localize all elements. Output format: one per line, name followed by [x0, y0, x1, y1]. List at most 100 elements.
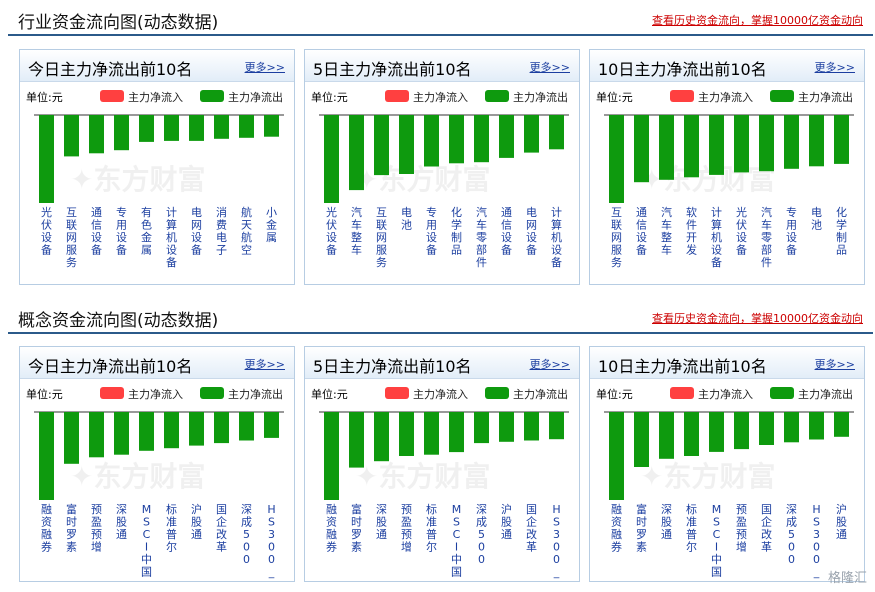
bar[interactable] — [189, 115, 204, 141]
outflow-swatch — [485, 387, 509, 399]
bar[interactable] — [399, 412, 414, 456]
bar[interactable] — [524, 412, 539, 441]
category-label: 互联网服务 — [376, 206, 387, 269]
panel-header: 今日主力净流出前10名 更多>> — [20, 347, 294, 379]
chart-panel: 5日主力净流出前10名 更多>> 单位:元 主力净流入 主力净流出 ✦东方财富 … — [304, 346, 580, 582]
bar[interactable] — [264, 412, 279, 438]
category-label: 融资融券 — [611, 503, 622, 554]
concept-history-link[interactable]: 查看历史资金流向，掌握10000亿资金动向 — [652, 312, 863, 325]
bar[interactable] — [239, 115, 254, 138]
category-label: 互联网服务 — [66, 206, 77, 269]
more-link[interactable]: 更多>> — [814, 61, 855, 74]
bar[interactable] — [634, 412, 649, 467]
bar[interactable] — [659, 115, 674, 180]
bar[interactable] — [139, 115, 154, 142]
bar[interactable] — [449, 412, 464, 453]
bar[interactable] — [759, 115, 774, 172]
bar[interactable] — [264, 115, 279, 137]
outflow-legend-label: 主力净流出 — [228, 91, 283, 104]
bar[interactable] — [524, 115, 539, 153]
bar[interactable] — [114, 412, 129, 455]
bar[interactable] — [449, 115, 464, 164]
more-link[interactable]: 更多>> — [529, 358, 570, 371]
bar[interactable] — [709, 412, 724, 452]
bar[interactable] — [609, 412, 624, 500]
bar[interactable] — [89, 412, 104, 458]
bar[interactable] — [324, 412, 339, 500]
bar[interactable] — [684, 115, 699, 178]
category-label: 深股通 — [376, 503, 387, 541]
bar[interactable] — [634, 115, 649, 183]
inflow-swatch — [670, 387, 694, 399]
bar[interactable] — [349, 412, 364, 468]
category-label: 电池 — [811, 206, 822, 232]
outflow-legend-label: 主力净流出 — [798, 91, 853, 104]
bar[interactable] — [64, 412, 79, 464]
bar[interactable] — [39, 412, 54, 500]
bar[interactable] — [809, 115, 824, 167]
more-link[interactable]: 更多>> — [244, 358, 285, 371]
bar[interactable] — [189, 412, 204, 446]
brand-watermark: 格隆汇 — [827, 571, 867, 586]
bar[interactable] — [139, 412, 154, 451]
category-label: 深股通 — [116, 503, 127, 541]
bar[interactable] — [64, 115, 79, 157]
bar[interactable] — [349, 115, 364, 191]
bar[interactable] — [374, 115, 389, 176]
panel-title: 10日主力净流出前10名 — [598, 60, 767, 79]
concept-section-title: 概念资金流向图(动态数据) — [18, 311, 219, 331]
bar[interactable] — [239, 412, 254, 441]
bar[interactable] — [809, 412, 824, 440]
bar[interactable] — [164, 115, 179, 141]
bar[interactable] — [374, 412, 389, 462]
unit-label: 单位:元 — [596, 388, 633, 401]
bar[interactable] — [659, 412, 674, 459]
category-label: 互联网服务 — [611, 206, 622, 269]
category-label: 汽车零部件 — [761, 205, 772, 269]
bar[interactable] — [784, 412, 799, 443]
bar[interactable] — [214, 412, 229, 444]
legend: 单位:元 主力净流入 主力净流出 — [305, 385, 579, 401]
category-label: M S C I 中国 — [451, 503, 462, 579]
bar[interactable] — [164, 412, 179, 449]
category-label: 小金属 — [266, 206, 277, 244]
category-label: 深股通 — [661, 503, 672, 541]
bar[interactable] — [759, 412, 774, 445]
category-label: 融资融券 — [41, 503, 52, 554]
category-label: 预盈预增 — [401, 503, 412, 554]
category-label: 通信设备 — [636, 206, 647, 257]
bar[interactable] — [734, 412, 749, 450]
bar[interactable] — [324, 115, 339, 203]
bar[interactable] — [499, 115, 514, 158]
bar[interactable] — [784, 115, 799, 169]
bar[interactable] — [399, 115, 414, 174]
inflow-swatch — [100, 387, 124, 399]
bar[interactable] — [214, 115, 229, 139]
category-label: 计算机设备 — [551, 206, 562, 269]
bar-chart: 融资融券 富时罗素 深股通 预盈预增 标准普尔 M S C I 中国 深成 5 0 0 沪股通 国企改革 H S 3… — [319, 411, 569, 579]
bar[interactable] — [39, 115, 54, 203]
inflow-swatch — [385, 387, 409, 399]
bar[interactable] — [734, 115, 749, 173]
bar[interactable] — [834, 115, 849, 164]
bar[interactable] — [89, 115, 104, 154]
bar[interactable] — [549, 412, 564, 440]
more-link[interactable]: 更多>> — [529, 61, 570, 74]
category-label: 预盈预增 — [91, 503, 102, 554]
bar[interactable] — [474, 115, 489, 163]
bar[interactable] — [609, 115, 624, 203]
concept-section-header: 概念资金流向图(动态数据) 查看历史资金流向，掌握10000亿资金动向 — [8, 300, 873, 334]
industry-history-link[interactable]: 查看历史资金流向，掌握10000亿资金动向 — [652, 14, 863, 27]
bar[interactable] — [424, 115, 439, 167]
bar[interactable] — [424, 412, 439, 455]
bar[interactable] — [709, 115, 724, 175]
bar[interactable] — [114, 115, 129, 151]
bar[interactable] — [684, 412, 699, 456]
more-link[interactable]: 更多>> — [244, 61, 285, 74]
bar[interactable] — [499, 412, 514, 442]
bar[interactable] — [474, 412, 489, 444]
bar[interactable] — [834, 412, 849, 437]
panel-title: 今日主力净流出前10名 — [28, 60, 193, 79]
more-link[interactable]: 更多>> — [814, 358, 855, 371]
bar[interactable] — [549, 115, 564, 150]
